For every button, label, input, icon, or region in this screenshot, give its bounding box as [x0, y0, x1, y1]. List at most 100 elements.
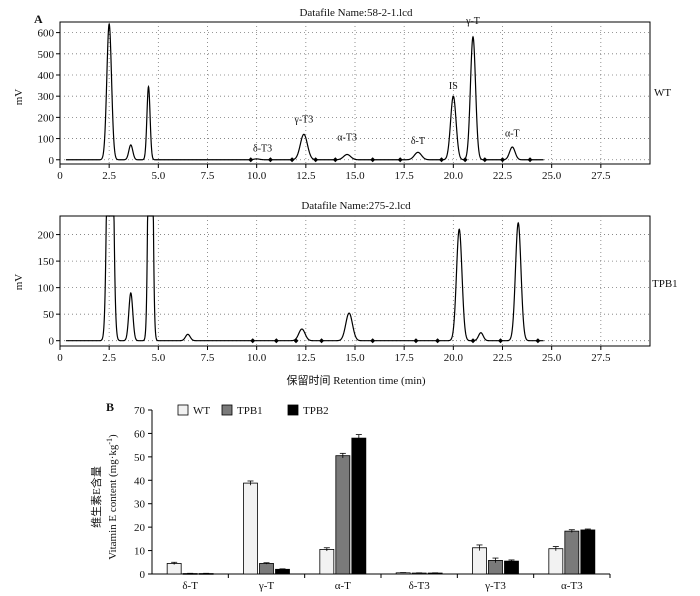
- integration-marker: [293, 338, 299, 344]
- x-tick-label: 27.5: [591, 170, 611, 182]
- x-tick-label: 5.0: [151, 352, 165, 364]
- legend-label: TPB1: [237, 405, 263, 417]
- bar-y-tick-label: 20: [134, 522, 146, 534]
- vitamin-e-bar-chart: B 维生素E含量 Vitamin E content (mg·kg-1) 0 10…: [89, 400, 611, 592]
- y-tick-label: 200: [38, 230, 55, 242]
- bar-legend: WT TPB1 TPB2: [177, 404, 329, 417]
- gridlines-tpb1: [60, 216, 650, 346]
- bar: [548, 548, 564, 575]
- chromatogram-tpb1: Datafile Name:275-2.lcd mV TPB1 0 2.5 5.0 7…: [13, 200, 678, 387]
- x-tick-label: 7.5: [201, 170, 215, 182]
- legend-swatch: [177, 404, 189, 416]
- integration-marker: [470, 338, 476, 344]
- x-tick-label: 2.5: [102, 352, 116, 364]
- x-tick-label: 5.0: [151, 170, 165, 182]
- integration-marker: [527, 157, 533, 163]
- x-tick-label: 25.0: [542, 352, 562, 364]
- bar: [504, 560, 519, 575]
- bar: [259, 563, 274, 575]
- bar-y-tick-label: 0: [140, 569, 146, 581]
- chromatogram-title-wt: Datafile Name:58-2-1.lcd: [299, 7, 413, 19]
- x-tick-label: 17.5: [395, 352, 415, 364]
- legend-swatch: [287, 404, 299, 416]
- integration-marker: [289, 157, 295, 163]
- bar-x-ticks: δ-T γ-T α-T δ-T3 γ-T3 α-T3: [182, 574, 611, 592]
- integration-marker: [273, 338, 279, 344]
- integration-marker: [370, 157, 376, 163]
- peak-label: γ-T: [465, 16, 480, 27]
- peak-label: δ-T: [411, 136, 425, 147]
- integration-marker: [397, 157, 403, 163]
- integration-marker: [498, 338, 504, 344]
- x-tick-label: 0: [57, 352, 63, 364]
- x-tick-label: 12.5: [296, 352, 316, 364]
- integration-marker: [435, 338, 441, 344]
- integration-marker: [267, 157, 273, 163]
- legend-label: TPB2: [303, 405, 329, 417]
- bar: [166, 563, 182, 575]
- x-tick-label: 20.0: [444, 352, 464, 364]
- y-axis-label-en-close: ): [107, 434, 119, 438]
- panel-label-b: B: [106, 400, 114, 414]
- x-tick-label: 2.5: [102, 170, 116, 182]
- bar: [275, 568, 290, 575]
- y-tick-label: 100: [38, 283, 55, 295]
- bar-y-tick-label: 60: [134, 428, 146, 440]
- legend-label: WT: [193, 405, 210, 417]
- bar: [319, 549, 335, 575]
- y-tick-label: 50: [43, 309, 55, 321]
- bar-y-tick-label: 30: [134, 499, 146, 511]
- bar-x-tick-label: γ-T: [258, 580, 275, 592]
- x-tick-label: 27.5: [591, 352, 611, 364]
- bar-x-tick-label: γ-T3: [484, 580, 506, 592]
- y-axis-label-cn: 维生素E含量: [89, 466, 103, 528]
- bar: [580, 529, 596, 575]
- x-tick-label: 25.0: [542, 170, 562, 182]
- trace-tpb1: [65, 215, 544, 342]
- y-tick-label: 200: [38, 112, 55, 124]
- integration-marker: [439, 157, 445, 163]
- y-tick-label: 100: [38, 134, 55, 146]
- bar-x-tick-label: δ-T: [182, 580, 198, 592]
- x-tick-label: 10.0: [247, 352, 267, 364]
- bar-group: [243, 480, 290, 575]
- chromatogram-title-tpb1: Datafile Name:275-2.lcd: [301, 200, 411, 212]
- bar-x-tick-label: α-T3: [561, 580, 583, 592]
- bar: [564, 530, 580, 575]
- x-tick-label: 10.0: [247, 170, 267, 182]
- bar: [335, 455, 351, 575]
- integration-marker: [535, 338, 541, 344]
- bar-x-tick-label: δ-T3: [409, 580, 431, 592]
- x-tick-label: 0: [57, 170, 63, 182]
- y-tick-label: 500: [38, 49, 55, 61]
- y-axis-label-unit-exponent: -1: [105, 438, 114, 445]
- bar: [243, 482, 258, 575]
- peak-label: IS: [449, 81, 458, 92]
- peak-label: γ-T3: [293, 115, 313, 126]
- y-tick-label: 0: [49, 155, 55, 167]
- integration-markers-tpb1: [250, 338, 541, 344]
- legend-swatch: [221, 404, 233, 416]
- integration-marker: [248, 157, 254, 163]
- y-tick-label: 400: [38, 70, 55, 82]
- peak-label: α-T3: [337, 133, 357, 144]
- y-tick-label: 150: [38, 256, 55, 268]
- integration-markers-wt: [248, 157, 533, 163]
- y-axis-label-en: Vitamin E content (mg·kg-1): [105, 434, 119, 560]
- x-axis-label-retention: 保留时间 Retention time (min): [286, 373, 425, 387]
- y-axis-label-tpb1: mV: [13, 274, 25, 291]
- panel-label-a: A: [34, 12, 43, 26]
- peak-label: δ-T3: [253, 143, 272, 154]
- y-axis-label-wt: mV: [13, 89, 25, 106]
- y-axis-label-en-text: Vitamin E content (mg·kg: [107, 444, 119, 560]
- x-tick-label: 12.5: [296, 170, 316, 182]
- axis-ticks-wt: 0 2.5 5.0 7.5 10.0 12.5 15.0 17.5 20.0 22.5 25.0 27…: [38, 28, 611, 182]
- integration-marker: [482, 157, 488, 163]
- bar: [472, 547, 487, 575]
- bar: [351, 437, 367, 575]
- trace-wt: [65, 22, 544, 161]
- x-tick-label: 22.5: [493, 170, 513, 182]
- y-tick-label: 600: [38, 28, 55, 40]
- bar-group: [166, 561, 214, 575]
